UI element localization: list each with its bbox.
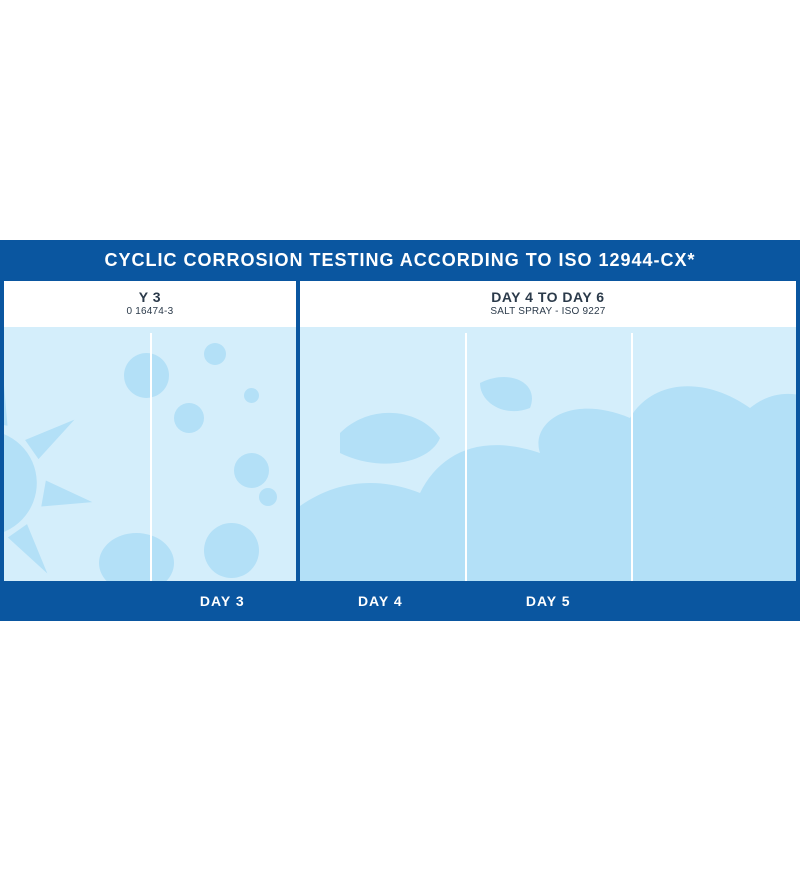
bubble-icon bbox=[244, 388, 259, 403]
column-divider bbox=[150, 333, 152, 581]
panel-uv-title: Y 3 bbox=[8, 289, 292, 305]
panel-salt-subtitle: SALT SPRAY - ISO 9227 bbox=[304, 306, 792, 317]
footer-cell bbox=[0, 581, 148, 621]
footer-cell: DAY 3 bbox=[148, 581, 296, 621]
panel-salt: DAY 4 TO DAY 6 SALT SPRAY - ISO 9227 bbox=[300, 281, 800, 581]
column-divider bbox=[465, 333, 467, 581]
footer-label: DAY 5 bbox=[526, 593, 571, 609]
footer-label: DAY 4 bbox=[358, 593, 403, 609]
footer-cell bbox=[632, 581, 800, 621]
bubble-icon bbox=[204, 523, 259, 578]
column-divider bbox=[631, 333, 633, 581]
panel-uv-header: Y 3 0 16474-3 bbox=[4, 281, 296, 327]
panel-salt-body bbox=[300, 333, 796, 581]
bubble-icon bbox=[124, 353, 169, 398]
splash-icon bbox=[300, 323, 800, 581]
bubble-icon bbox=[204, 343, 226, 365]
bubble-icon bbox=[99, 533, 174, 581]
bubble-icon bbox=[259, 488, 277, 506]
panels-row: Y 3 0 16474-3 bbox=[0, 281, 800, 581]
bubble-icon bbox=[174, 403, 204, 433]
sun-icon bbox=[4, 356, 111, 581]
title-bar: CYCLIC CORROSION TESTING ACCORDING TO IS… bbox=[0, 240, 800, 281]
footer-cell: DAY 4 bbox=[296, 581, 464, 621]
panel-salt-title: DAY 4 TO DAY 6 bbox=[304, 289, 792, 305]
panel-salt-header: DAY 4 TO DAY 6 SALT SPRAY - ISO 9227 bbox=[300, 281, 796, 327]
infographic-container: CYCLIC CORROSION TESTING ACCORDING TO IS… bbox=[0, 240, 800, 621]
bubble-icon bbox=[234, 453, 269, 488]
title-text: CYCLIC CORROSION TESTING ACCORDING TO IS… bbox=[104, 250, 695, 270]
panel-uv-subtitle: 0 16474-3 bbox=[8, 306, 292, 317]
panel-uv-body bbox=[4, 333, 296, 581]
footer-bar: DAY 3 DAY 4 DAY 5 bbox=[0, 581, 800, 621]
footer-label: DAY 3 bbox=[200, 593, 245, 609]
panel-uv: Y 3 0 16474-3 bbox=[4, 281, 300, 581]
footer-cell: DAY 5 bbox=[464, 581, 632, 621]
